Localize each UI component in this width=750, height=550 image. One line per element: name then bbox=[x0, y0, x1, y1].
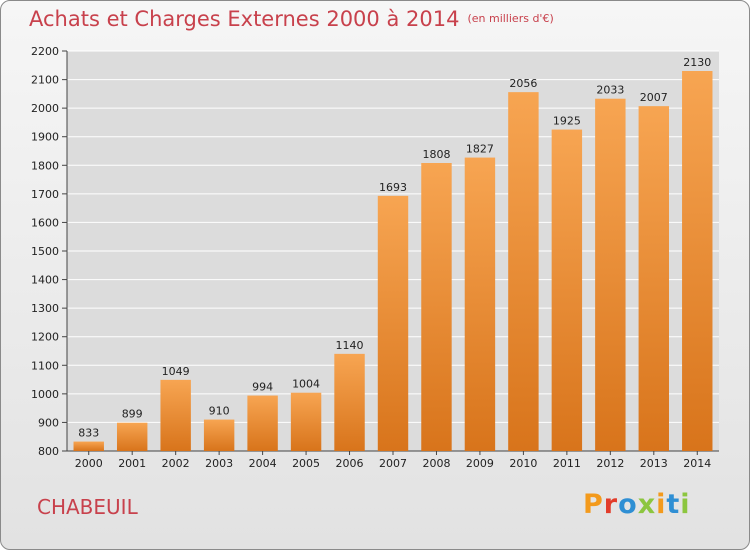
y-tick-label: 2000 bbox=[31, 102, 59, 115]
x-tick-label: 2003 bbox=[205, 457, 233, 470]
bar-value-label: 910 bbox=[209, 405, 230, 418]
bar-value-label: 1693 bbox=[379, 181, 407, 194]
bar-value-label: 1140 bbox=[336, 339, 364, 352]
bar-value-label: 1925 bbox=[553, 115, 581, 128]
chart-title: Achats et Charges Externes 2000 à 2014 bbox=[29, 7, 460, 31]
y-tick-label: 1000 bbox=[31, 388, 59, 401]
x-tick-label: 2008 bbox=[422, 457, 450, 470]
x-tick-label: 2002 bbox=[162, 457, 190, 470]
y-tick-label: 2100 bbox=[31, 74, 59, 87]
y-tick-label: 1500 bbox=[31, 245, 59, 258]
y-tick-label: 1400 bbox=[31, 274, 59, 287]
y-tick-label: 1100 bbox=[31, 359, 59, 372]
bar-value-label: 2130 bbox=[683, 56, 711, 69]
bar bbox=[682, 71, 713, 451]
bar bbox=[247, 395, 278, 451]
y-tick-label: 1600 bbox=[31, 216, 59, 229]
bar bbox=[551, 129, 583, 452]
x-tick-label: 2013 bbox=[640, 457, 668, 470]
bar-value-label: 899 bbox=[122, 408, 143, 421]
x-tick-label: 2007 bbox=[379, 457, 407, 470]
chart-subtitle: (en milliers d'€) bbox=[467, 12, 554, 25]
bar-value-label: 2056 bbox=[509, 77, 537, 90]
x-tick-label: 2011 bbox=[553, 457, 581, 470]
y-tick-label: 1900 bbox=[31, 131, 59, 144]
bar bbox=[595, 98, 626, 451]
commune-name: CHABEUIL bbox=[37, 495, 138, 519]
bar-value-label: 1004 bbox=[292, 378, 320, 391]
bar bbox=[421, 163, 452, 451]
x-tick-label: 2009 bbox=[466, 457, 494, 470]
chart-title-block: Achats et Charges Externes 2000 à 2014 (e… bbox=[29, 7, 554, 31]
x-tick-label: 2010 bbox=[509, 457, 537, 470]
bar bbox=[290, 392, 322, 451]
y-tick-label: 1800 bbox=[31, 159, 59, 172]
y-tick-label: 2200 bbox=[31, 45, 59, 58]
bar-value-label: 1049 bbox=[162, 365, 190, 378]
x-tick-label: 2000 bbox=[75, 457, 103, 470]
bar bbox=[160, 379, 191, 451]
y-tick-label: 1300 bbox=[31, 302, 59, 315]
y-tick-label: 1200 bbox=[31, 331, 59, 344]
bar bbox=[73, 441, 104, 451]
bar-value-label: 994 bbox=[252, 381, 273, 394]
bar-value-label: 1827 bbox=[466, 143, 494, 156]
bar bbox=[116, 422, 148, 451]
bar bbox=[464, 157, 496, 452]
bar-value-label: 1808 bbox=[422, 148, 450, 161]
bar bbox=[203, 419, 235, 451]
y-tick-label: 1700 bbox=[31, 188, 59, 201]
y-tick-label: 900 bbox=[38, 416, 59, 429]
x-tick-label: 2005 bbox=[292, 457, 320, 470]
bar-value-label: 833 bbox=[78, 427, 99, 440]
x-tick-label: 2012 bbox=[596, 457, 624, 470]
x-tick-label: 2014 bbox=[683, 457, 711, 470]
bar bbox=[334, 353, 365, 451]
bar bbox=[508, 92, 539, 452]
x-tick-label: 2006 bbox=[336, 457, 364, 470]
x-tick-label: 2004 bbox=[249, 457, 277, 470]
x-tick-label: 2001 bbox=[118, 457, 146, 470]
bar bbox=[638, 106, 670, 452]
bar-value-label: 2007 bbox=[640, 91, 668, 104]
y-tick-label: 800 bbox=[38, 445, 59, 458]
proxiti-logo[interactable]: Proxiti bbox=[583, 489, 691, 520]
bar-value-label: 2033 bbox=[596, 84, 624, 97]
bar bbox=[377, 195, 409, 451]
